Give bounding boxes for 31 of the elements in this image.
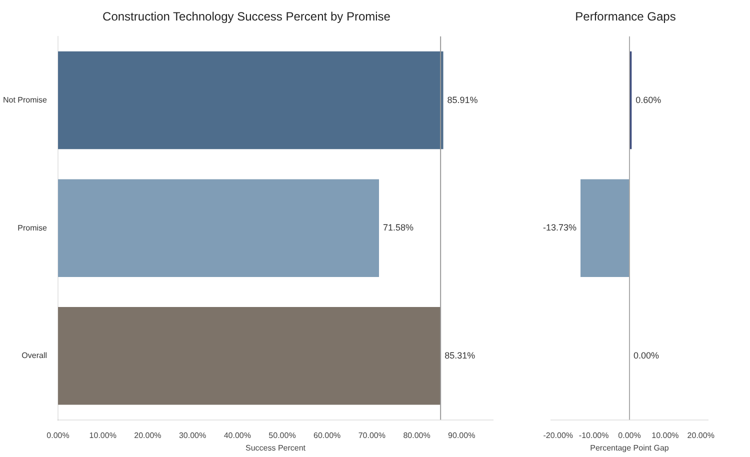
x-tick-label: -20.00%: [543, 430, 574, 440]
data-label: 85.31%: [444, 350, 476, 360]
x-axis-title: Success Percent: [245, 443, 306, 452]
x-tick-label: 60.00%: [314, 430, 341, 440]
chart-title: Performance Gaps: [575, 10, 676, 24]
data-label: 71.58%: [383, 222, 414, 233]
x-axis-title: Percentage Point Gap: [590, 443, 670, 452]
data-label: 0.00%: [634, 350, 660, 360]
x-tick-label: -10.00%: [578, 430, 609, 440]
data-label: 85.91%: [447, 94, 478, 105]
x-tick-label: 80.00%: [403, 430, 430, 440]
y-tick-label: Overall: [22, 351, 48, 360]
data-label: 0.60%: [636, 94, 662, 105]
x-tick-label: 10.00%: [89, 430, 116, 440]
x-tick-label: 30.00%: [178, 430, 206, 440]
x-tick-label: 0.00%: [618, 430, 641, 440]
x-tick-label: 20.00%: [134, 430, 162, 440]
x-tick-label: 0.00%: [46, 430, 70, 440]
data-label: -13.73%: [542, 222, 577, 233]
x-tick-label: 90.00%: [448, 430, 476, 440]
bar: [58, 307, 441, 405]
x-tick-label: 50.00%: [268, 430, 296, 440]
y-tick-label: Promise: [18, 223, 48, 232]
bar: [58, 51, 444, 150]
bar: [58, 179, 380, 277]
y-tick-label: Not Promise: [2, 96, 48, 105]
x-tick-label: 20.00%: [687, 430, 714, 440]
x-tick-label: 10.00%: [652, 430, 679, 440]
x-tick-label: 40.00%: [224, 430, 251, 440]
x-tick-label: 70.00%: [358, 430, 386, 440]
chart-title: Construction Technology Success Percent by Promise: [102, 10, 391, 24]
